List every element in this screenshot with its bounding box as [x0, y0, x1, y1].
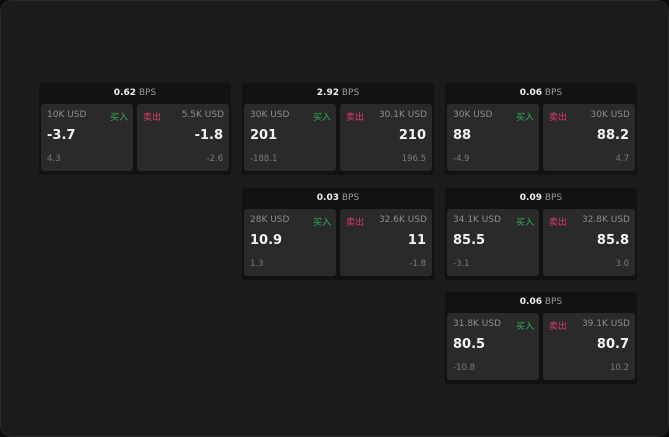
bid-change: 1.3	[250, 259, 264, 269]
price-tile: 0.06 BPS 30K USD 买入 88 -4.9 卖出 30K USD 88.…	[445, 83, 637, 175]
ask-price: 85.8	[596, 233, 629, 248]
sell-button[interactable]: 卖出 32.6K USD 11 -1.8	[340, 209, 432, 276]
buy-button[interactable]: 10K USD 买入 -3.7 4.3	[41, 104, 133, 171]
bid-price: 85.5	[453, 233, 486, 248]
ask-size: 30K USD	[590, 110, 630, 120]
bid-change: -3.1	[453, 259, 470, 269]
spread-unit: BPS	[544, 88, 563, 98]
buy-label: 买入	[109, 113, 128, 123]
ask-change: 10.2	[610, 363, 629, 373]
ask-price: 80.7	[596, 337, 629, 352]
bid-size: 34.1K USD	[453, 215, 502, 225]
buy-label: 买入	[515, 218, 534, 228]
bid-size: 30K USD	[453, 110, 493, 120]
spread-unit: BPS	[544, 297, 563, 307]
ask-size: 30.1K USD	[378, 110, 427, 120]
bid-price: 80.5	[453, 337, 486, 352]
bid-price: 10.9	[250, 233, 283, 248]
buy-label: 买入	[312, 113, 331, 123]
spread-header: 2.92 BPS	[242, 83, 434, 104]
bid-change: 4.3	[47, 154, 61, 164]
ask-price: 11	[407, 233, 426, 248]
bid-size: 30K USD	[250, 110, 290, 120]
sell-button[interactable]: 卖出 30.1K USD 210 196.5	[340, 104, 432, 171]
sell-label: 卖出	[549, 322, 568, 332]
price-tile: 0.62 BPS 10K USD 买入 -3.7 4.3 卖出 5.5K USD -…	[39, 83, 231, 175]
ask-size: 32.8K USD	[581, 215, 630, 225]
bid-price: 88	[453, 128, 472, 143]
bid-change: -10.8	[453, 363, 475, 373]
bid-size: 10K USD	[47, 110, 87, 120]
spread-header: 0.62 BPS	[39, 83, 231, 104]
buy-label: 买入	[515, 322, 534, 332]
sell-label: 卖出	[549, 218, 568, 228]
bid-size: 31.8K USD	[453, 319, 502, 329]
ask-change: -1.8	[409, 259, 426, 269]
price-tile: 2.92 BPS 30K USD 买入 201 -188.1 卖出 30.1K US…	[242, 83, 434, 175]
spread-header: 0.03 BPS	[242, 188, 434, 209]
spread-unit: BPS	[341, 88, 360, 98]
ask-size: 32.6K USD	[378, 215, 427, 225]
sell-label: 卖出	[143, 113, 162, 123]
spread-unit: BPS	[544, 193, 563, 203]
sell-button[interactable]: 卖出 30K USD 88.2 4.7	[543, 104, 635, 171]
ask-size: 5.5K USD	[181, 110, 224, 120]
price-tile: 0.06 BPS 31.8K USD 买入 80.5 -10.8 卖出 39.1K …	[445, 292, 637, 384]
sell-button[interactable]: 卖出 32.8K USD 85.8 3.0	[543, 209, 635, 276]
sell-label: 卖出	[549, 113, 568, 123]
price-tile: 0.03 BPS 28K USD 买入 10.9 1.3 卖出 32.6K USD …	[242, 188, 434, 280]
bid-change: -188.1	[250, 154, 278, 164]
spread-value: 0.03	[316, 193, 339, 203]
buy-button[interactable]: 31.8K USD 买入 80.5 -10.8	[447, 313, 539, 380]
sell-button[interactable]: 卖出 39.1K USD 80.7 10.2	[543, 313, 635, 380]
ask-change: 3.0	[615, 259, 629, 269]
spread-unit: BPS	[138, 88, 157, 98]
ask-change: -2.6	[206, 154, 223, 164]
bid-price: -3.7	[47, 128, 76, 143]
spread-header: 0.06 BPS	[445, 292, 637, 313]
spread-header: 0.06 BPS	[445, 83, 637, 104]
bid-price: 201	[250, 128, 278, 143]
spread-unit: BPS	[341, 193, 360, 203]
ask-price: 210	[398, 128, 426, 143]
spread-value: 0.62	[113, 88, 136, 98]
ask-size: 39.1K USD	[581, 319, 630, 329]
buy-button[interactable]: 30K USD 买入 88 -4.9	[447, 104, 539, 171]
ask-change: 196.5	[401, 154, 426, 164]
buy-button[interactable]: 34.1K USD 买入 85.5 -3.1	[447, 209, 539, 276]
buy-label: 买入	[515, 113, 534, 123]
price-tile: 0.09 BPS 34.1K USD 买入 85.5 -3.1 卖出 32.8K U…	[445, 188, 637, 280]
spread-value: 0.06	[519, 88, 542, 98]
sell-label: 卖出	[346, 113, 365, 123]
spread-value: 0.06	[519, 297, 542, 307]
spread-value: 2.92	[316, 88, 339, 98]
bid-size: 28K USD	[250, 215, 290, 225]
buy-button[interactable]: 28K USD 买入 10.9 1.3	[244, 209, 336, 276]
ask-change: 4.7	[615, 154, 629, 164]
ask-price: 88.2	[596, 128, 629, 143]
ask-price: -1.8	[194, 128, 223, 143]
sell-button[interactable]: 卖出 5.5K USD -1.8 -2.6	[137, 104, 229, 171]
spread-value: 0.09	[519, 193, 542, 203]
spread-header: 0.09 BPS	[445, 188, 637, 209]
sell-label: 卖出	[346, 218, 365, 228]
buy-button[interactable]: 30K USD 买入 201 -188.1	[244, 104, 336, 171]
bid-change: -4.9	[453, 154, 470, 164]
buy-label: 买入	[312, 218, 331, 228]
